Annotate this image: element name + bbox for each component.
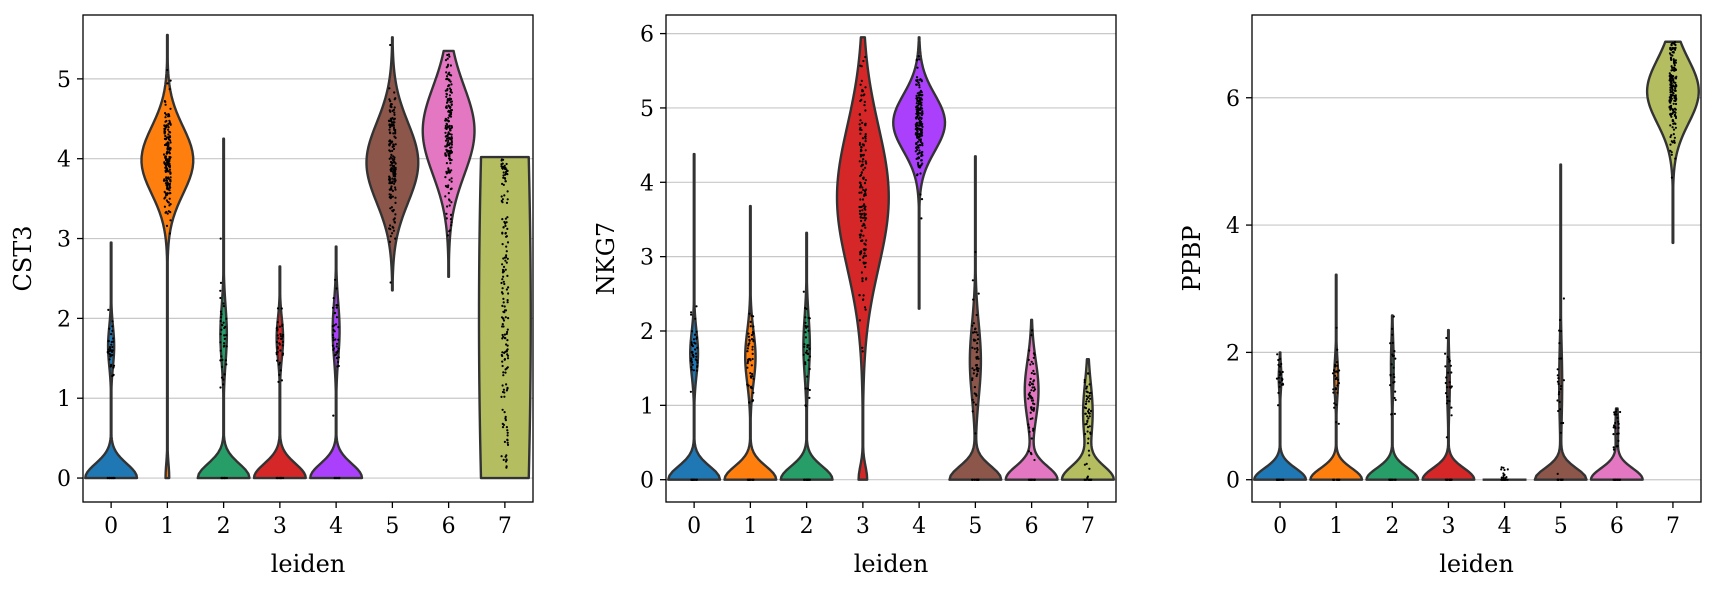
y-tick-label: 2 (1226, 341, 1240, 366)
x-tick-label: 1 (160, 514, 174, 539)
violin-cst3-0 (84, 241, 139, 480)
x-tick-label: 2 (217, 514, 231, 539)
violin-ppbp-6 (1589, 407, 1644, 481)
points-ppbp-0 (1275, 353, 1285, 481)
points-nkg7-4 (914, 55, 924, 220)
x-tick-label: 3 (273, 514, 287, 539)
violin-nkg7-7 (1060, 358, 1115, 481)
x-tick-label: 0 (1273, 514, 1287, 539)
points-ppbp-2 (1388, 315, 1397, 481)
y-tick-label: 6 (640, 23, 654, 48)
x-tick-label: 0 (104, 514, 118, 539)
points-nkg7-0 (689, 305, 699, 481)
y-tick-label: 0 (640, 469, 654, 494)
panel-cst3: 0 1 2 3 4 5 0 1 2 3 4 5 6 7 leiden CST3 (9, 14, 534, 578)
violin-ppbp-3 (1421, 328, 1476, 481)
violin-cst3-3 (252, 265, 307, 480)
plot-frame (82, 14, 534, 503)
y-tick-label: 0 (57, 467, 71, 492)
y-tick-label: 3 (57, 228, 71, 253)
points-ppbp-5 (1556, 297, 1565, 481)
x-tick-label: 2 (1385, 514, 1399, 539)
x-tick-label: 2 (800, 514, 814, 539)
violin-cst3-4 (309, 245, 364, 480)
y-tick-label: 0 (1226, 469, 1240, 494)
points-cst3-7 (500, 158, 510, 469)
x-tick-label: 0 (687, 514, 701, 539)
x-tick-label: 5 (1554, 514, 1568, 539)
violin-nkg7-1 (723, 204, 778, 481)
x-axis-label: leiden (271, 550, 346, 578)
violin-nkg7-4 (892, 36, 947, 310)
y-tick-label: 3 (640, 246, 654, 271)
x-tick-label: 7 (1081, 514, 1095, 539)
y-tick-label: 4 (57, 148, 71, 173)
x-tick-label: 6 (1025, 514, 1039, 539)
points-cst3-0 (106, 308, 116, 480)
plot-frame (665, 14, 1117, 503)
x-axis-label: leiden (854, 550, 929, 578)
points-ppbp-6 (1612, 408, 1622, 481)
points-nkg7-3 (858, 55, 868, 353)
y-tick-label: 4 (1226, 214, 1240, 239)
points-ppbp-7 (1668, 41, 1678, 179)
points-nkg7-6 (1027, 329, 1037, 481)
x-tick-label: 5 (385, 514, 399, 539)
y-axis-label: CST3 (9, 225, 37, 291)
y-tick-label: 2 (57, 307, 71, 332)
x-tick-label: 7 (498, 514, 512, 539)
y-tick-label: 5 (57, 68, 71, 93)
y-tick-label: 2 (640, 320, 654, 345)
x-tick-label: 3 (1441, 514, 1455, 539)
plot-frame (1251, 14, 1702, 503)
x-tick-label: 6 (1610, 514, 1624, 539)
x-tick-label: 4 (1498, 514, 1512, 539)
x-axis-label: leiden (1439, 550, 1514, 578)
points-cst3-6 (444, 53, 454, 237)
panel-nkg7: 0 1 2 3 4 5 6 0 1 2 3 4 5 6 7 leiden NKG7 (592, 14, 1117, 578)
points-cst3-4 (331, 278, 341, 480)
violin-nkg7-2 (779, 231, 834, 481)
y-axis-label: PPBP (1178, 225, 1206, 291)
points-cst3-2 (219, 237, 228, 480)
panel-ppbp: 0 2 4 6 0 1 2 3 4 5 6 7 leiden PPBP (1178, 14, 1702, 578)
x-tick-label: 6 (442, 514, 456, 539)
points-ppbp-1 (1331, 326, 1341, 481)
y-tick-label: 1 (640, 394, 654, 419)
points-cst3-3 (275, 307, 285, 480)
violin-cst3-6 (421, 49, 476, 279)
y-axis-label: NKG7 (592, 222, 620, 295)
x-tick-label: 4 (329, 514, 343, 539)
y-tick-label: 1 (57, 387, 71, 412)
violin-ppbp-5 (1533, 163, 1588, 481)
x-tick-label: 1 (743, 514, 757, 539)
points-nkg7-1 (746, 312, 755, 481)
points-nkg7-5 (971, 250, 980, 481)
x-tick-label: 3 (856, 514, 870, 539)
y-tick-label: 5 (640, 97, 654, 122)
x-tick-label: 1 (1329, 514, 1343, 539)
violin-ppbp-2 (1365, 314, 1420, 481)
violin-nkg7-5 (948, 155, 1003, 481)
points-cst3-5 (387, 43, 397, 284)
points-ppbp-3 (1444, 336, 1453, 481)
points-ppbp-4 (1500, 466, 1509, 481)
points-nkg7-2 (802, 290, 812, 481)
x-tick-label: 4 (912, 514, 926, 539)
y-tick-label: 6 (1226, 87, 1240, 112)
violin-nkg7-0 (667, 152, 722, 481)
y-tick-label: 4 (640, 171, 654, 196)
violin-cst3-2 (196, 137, 251, 480)
violin-ppbp-0 (1253, 351, 1308, 481)
violin-cst3-1 (140, 33, 195, 480)
x-tick-label: 5 (968, 514, 982, 539)
x-tick-label: 7 (1666, 514, 1680, 539)
points-cst3-1 (162, 68, 172, 235)
points-nkg7-7 (1083, 372, 1093, 481)
